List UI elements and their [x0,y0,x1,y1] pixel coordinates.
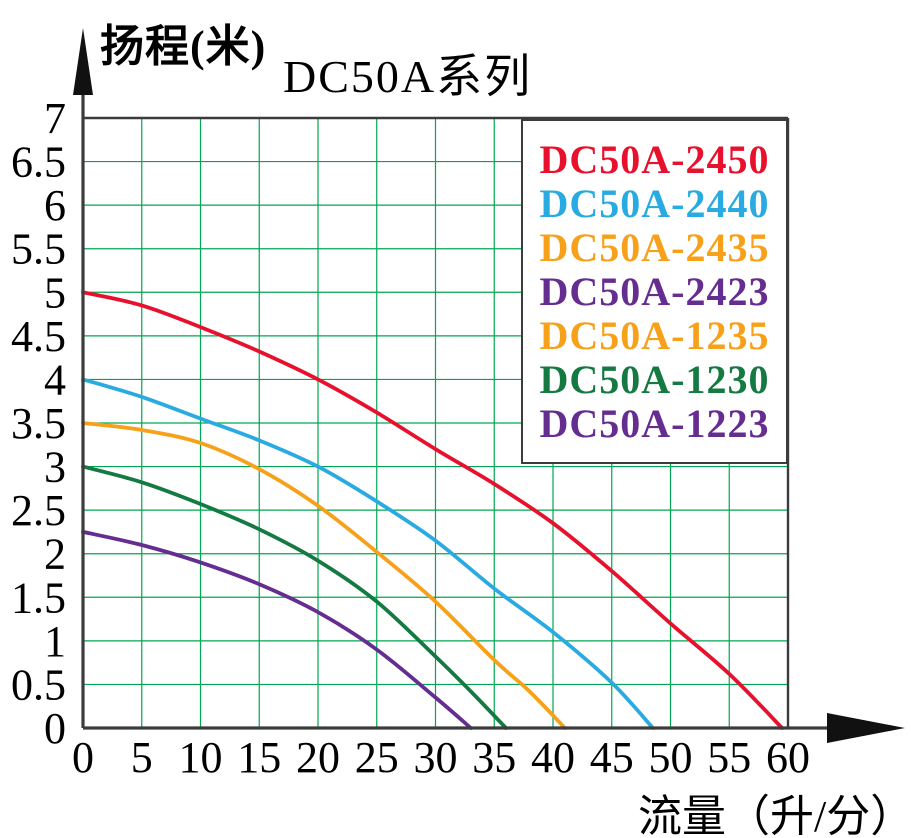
x-tick-label: 45 [590,733,634,782]
y-tick-label: 1 [44,617,66,666]
x-tick-label: 30 [414,733,458,782]
x-tick-label: 40 [531,733,575,782]
x-axis-title: 流量（升/分） [638,792,911,838]
curve-dc50a-2440 [81,377,655,730]
legend-item: DC50A-2423 [539,268,770,314]
y-tick-label: 3.5 [11,399,66,448]
x-tick-label: 20 [296,733,340,782]
y-tick-label: 2 [44,530,66,579]
x-tick-label: 0 [72,733,94,782]
curve-dc50a-1230 [81,464,508,730]
x-tick-label: 25 [355,733,399,782]
y-tick-label: 0.5 [11,660,66,709]
y-tick-label: 4 [44,355,66,404]
legend-item: DC50A-2435 [539,224,770,270]
legend-item: DC50A-1223 [539,400,770,446]
y-tick-label: 6.5 [11,138,66,187]
legend-item: DC50A-1235 [539,312,770,358]
y-tick-label: 6 [44,181,66,230]
y-tick-labels: 00.511.522.533.544.555.566.57 [11,94,66,753]
legend-item: DC50A-1230 [539,356,770,402]
pump-curves [81,290,784,730]
legend: DC50A-2450 DC50A-2440 DC50A-2435 DC50A-2… [521,119,788,464]
y-tick-label: 5.5 [11,225,66,274]
curve-dc50a-2435-1235 [81,421,567,730]
x-axis-arrow-icon [827,713,905,743]
legend-item: DC50A-2450 [539,136,770,182]
y-tick-label: 3 [44,443,66,492]
x-tick-label: 35 [472,733,516,782]
x-tick-label: 10 [179,733,223,782]
y-tick-label: 1.5 [11,573,66,622]
x-tick-label: 55 [707,733,751,782]
y-tick-label: 7 [44,94,66,143]
y-tick-label: 4.5 [11,312,66,361]
x-tick-label: 50 [649,733,693,782]
y-axis-arrow-icon [73,28,93,95]
x-tick-label: 5 [131,733,153,782]
x-tick-labels: 0 5 10 15 20 25 30 35 40 45 50 55 60 [72,733,810,782]
curve-dc50a-2450 [81,290,784,730]
legend-item: DC50A-2440 [539,180,770,226]
y-tick-label: 5 [44,268,66,317]
y-tick-label: 2.5 [11,486,66,535]
y-tick-label: 0 [44,704,66,753]
x-tick-label: 15 [237,733,281,782]
y-axis-title: 扬程(米) [100,22,267,71]
curve-dc50a-2423-1223 [81,530,473,730]
chart-title: DC50A系列 [283,51,533,102]
x-tick-label: 60 [766,733,810,782]
